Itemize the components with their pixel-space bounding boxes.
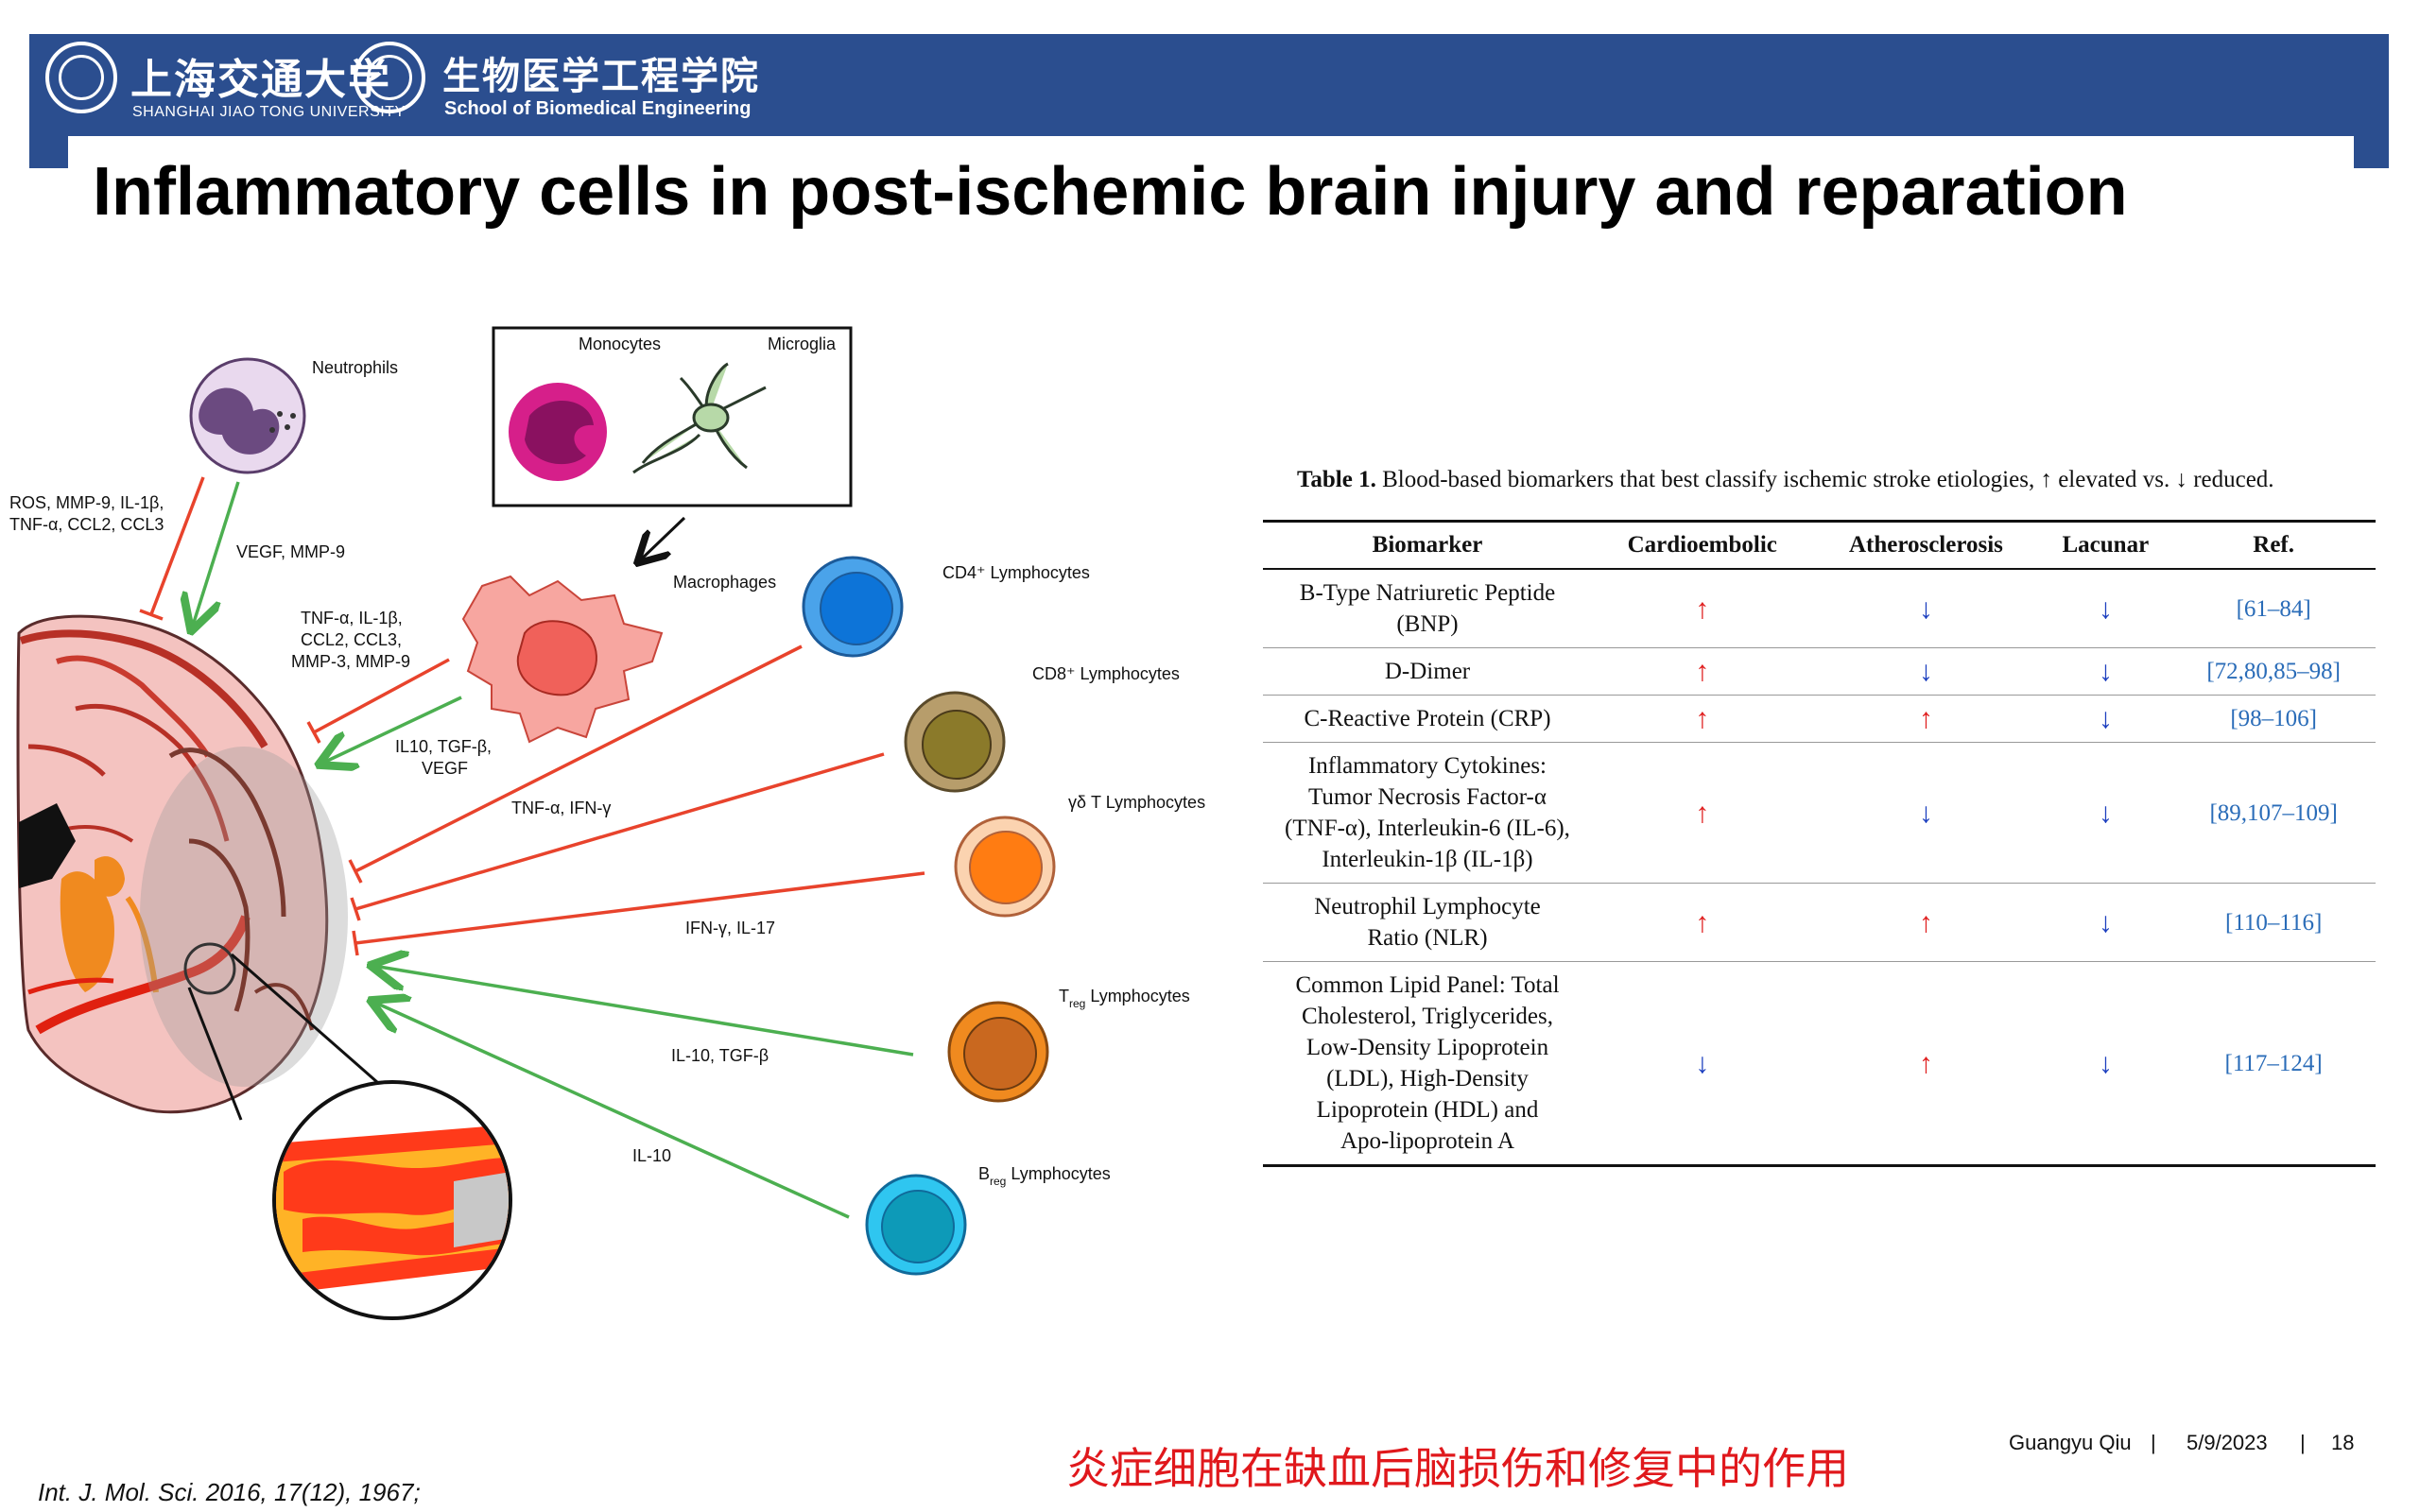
il10-tgf-label: IL-10, TGF-β — [671, 1046, 769, 1065]
biomarker-cell: B-Type Natriuretic Peptide (BNP) — [1263, 569, 1592, 648]
monocyte-microglia-box — [492, 326, 853, 507]
cardioembolic-cell: ↑ — [1592, 883, 1813, 962]
biomarker-table: Biomarker Cardioembolic Atherosclerosis … — [1263, 520, 2376, 1167]
atherosclerosis-cell: ↑ — [1812, 695, 2040, 743]
cardioembolic-cell: ↑ — [1592, 695, 1813, 743]
col-header-lacunar: Lacunar — [2039, 520, 2172, 570]
slide-subtitle-cn: 炎症细胞在缺血后脑损伤和修复中的作用 — [1066, 1444, 1849, 1493]
school-name-en: School of Biomedical Engineering — [444, 98, 752, 119]
banner-underline — [68, 136, 2354, 168]
lacunar-cell: ↓ — [2039, 961, 2172, 1167]
tnf-ifn-label: TNF-α, IFN-γ — [511, 799, 611, 817]
cd8-lymphocyte-cell — [904, 691, 1006, 793]
gd-t-lymphocyte-cell — [954, 816, 1056, 918]
lacunar-cell: ↓ — [2039, 647, 2172, 696]
gd-t-label: γδ T Lymphocytes — [1068, 793, 1205, 812]
biomarker-cell: Neutrophil Lymphocyte Ratio (NLR) — [1263, 883, 1592, 962]
atherosclerosis-cell: ↓ — [1812, 569, 2040, 648]
macrophages-label: Macrophages — [673, 573, 776, 592]
ref-link[interactable]: [98–106] — [2171, 695, 2376, 743]
macrophage-factors-label-1: TNF-α, IL-1β, — [301, 609, 403, 627]
cardioembolic-cell: ↓ — [1592, 961, 1813, 1167]
lacunar-cell: ↓ — [2039, 883, 2172, 962]
ref-link[interactable]: [110–116] — [2171, 883, 2376, 962]
atherosclerosis-cell: ↑ — [1812, 883, 2040, 962]
microglia-label: Microglia — [768, 335, 837, 353]
school-name-cn: 生物医学工程学院 — [442, 56, 760, 97]
table-caption: Table 1. Blood-based biomarkers that bes… — [1297, 467, 2274, 492]
ref-link[interactable]: [89,107–109] — [2171, 742, 2376, 884]
lacunar-cell: ↓ — [2039, 695, 2172, 743]
col-header-biomarker: Biomarker — [1263, 520, 1592, 570]
ref-link[interactable]: [61–84] — [2171, 569, 2376, 648]
bme-seal-logo — [354, 42, 425, 113]
cd4-label: CD4⁺ Lymphocytes — [942, 563, 1090, 582]
university-name-en: SHANGHAI JIAO TONG UNIVERSITY — [132, 104, 406, 120]
ref-link[interactable]: [117–124] — [2171, 961, 2376, 1167]
breg-label: Breg Lymphocytes — [978, 1164, 1111, 1188]
biomarker-cell: D-Dimer — [1263, 647, 1592, 696]
cardioembolic-cell: ↑ — [1592, 569, 1813, 648]
il10-label: IL-10 — [632, 1146, 671, 1165]
cardioembolic-cell: ↑ — [1592, 647, 1813, 696]
macrophage-factors-label-2: CCL2, CCL3, — [301, 630, 402, 649]
vessel-occlusion-inset — [272, 1080, 512, 1320]
atherosclerosis-cell: ↓ — [1812, 742, 2040, 884]
neutrophils-label: Neutrophils — [312, 358, 398, 377]
table-row: Neutrophil Lymphocyte Ratio (NLR) ↑ ↑ ↓ [… — [1263, 883, 2376, 962]
footer-separator: | — [2151, 1431, 2156, 1454]
lacunar-cell: ↓ — [2039, 569, 2172, 648]
breg-lymphocyte-cell — [865, 1174, 967, 1276]
page-number: 18 — [2331, 1431, 2355, 1454]
sjtu-seal-logo — [45, 42, 117, 113]
ref-link[interactable]: [72,80,85–98] — [2171, 647, 2376, 696]
brain-section — [16, 614, 348, 1114]
cd4-lymphocyte-cell — [802, 556, 904, 658]
il10-tgf-vegf-label-1: IL10, TGF-β, — [395, 737, 492, 756]
inflammation-figure: Neutrophils ROS, MMP-9, IL-1β, TNF-α, CC… — [9, 326, 1205, 1320]
citation: Int. J. Mol. Sci. 2016, 17(12), 1967; — [38, 1478, 421, 1506]
author-name: Guangyu Qiu — [2009, 1431, 2132, 1454]
table-header-row: Biomarker Cardioembolic Atherosclerosis … — [1263, 520, 2376, 570]
slide-date: 5/9/2023 — [2187, 1431, 2268, 1454]
neutrophil-factors-label-1: ROS, MMP-9, IL-1β, — [9, 493, 164, 512]
col-header-ref: Ref. — [2171, 520, 2376, 570]
cd8-label: CD8⁺ Lymphocytes — [1032, 664, 1180, 683]
monocytes-label: Monocytes — [579, 335, 661, 353]
biomarker-cell: Inflammatory Cytokines: Tumor Necrosis Fa… — [1263, 742, 1592, 884]
biomarker-cell: Common Lipid Panel: Total Cholesterol, Tr… — [1263, 961, 1592, 1167]
table-row: B-Type Natriuretic Peptide (BNP) ↑ ↓ ↓ [6… — [1263, 569, 2376, 648]
footer-separator: | — [2300, 1431, 2306, 1454]
atherosclerosis-cell: ↑ — [1812, 961, 2040, 1167]
slide-title: Inflammatory cells in post-ischemic brai… — [93, 154, 2128, 230]
atherosclerosis-cell: ↓ — [1812, 647, 2040, 696]
col-header-cardioembolic: Cardioembolic — [1592, 520, 1813, 570]
il10-tgf-vegf-label-2: VEGF — [422, 759, 468, 778]
macrophage-factors-label-3: MMP-3, MMP-9 — [291, 652, 410, 671]
table-row: Inflammatory Cytokines: Tumor Necrosis Fa… — [1263, 742, 2376, 884]
treg-lymphocyte-cell — [947, 1001, 1049, 1103]
table-row: D-Dimer ↑ ↓ ↓ [72,80,85–98] — [1263, 647, 2376, 696]
lacunar-cell: ↓ — [2039, 742, 2172, 884]
neutrophil-cell — [189, 357, 306, 474]
treg-label: Treg Lymphocytes — [1059, 987, 1190, 1010]
university-name-cn: 上海交通大学 — [130, 56, 391, 104]
macrophage-cell — [461, 575, 664, 744]
col-header-atherosclerosis: Atherosclerosis — [1812, 520, 2040, 570]
neutrophil-factors-label-2: TNF-α, CCL2, CCL3 — [9, 515, 164, 534]
table-row: C-Reactive Protein (CRP) ↑ ↑ ↓ [98–106] — [1263, 695, 2376, 743]
table-row: Common Lipid Panel: Total Cholesterol, Tr… — [1263, 961, 2376, 1167]
vegf-mmp9-label: VEGF, MMP-9 — [236, 542, 345, 561]
biomarker-cell: C-Reactive Protein (CRP) — [1263, 695, 1592, 743]
ifn-il17-label: IFN-γ, IL-17 — [685, 919, 775, 937]
cardioembolic-cell: ↑ — [1592, 742, 1813, 884]
